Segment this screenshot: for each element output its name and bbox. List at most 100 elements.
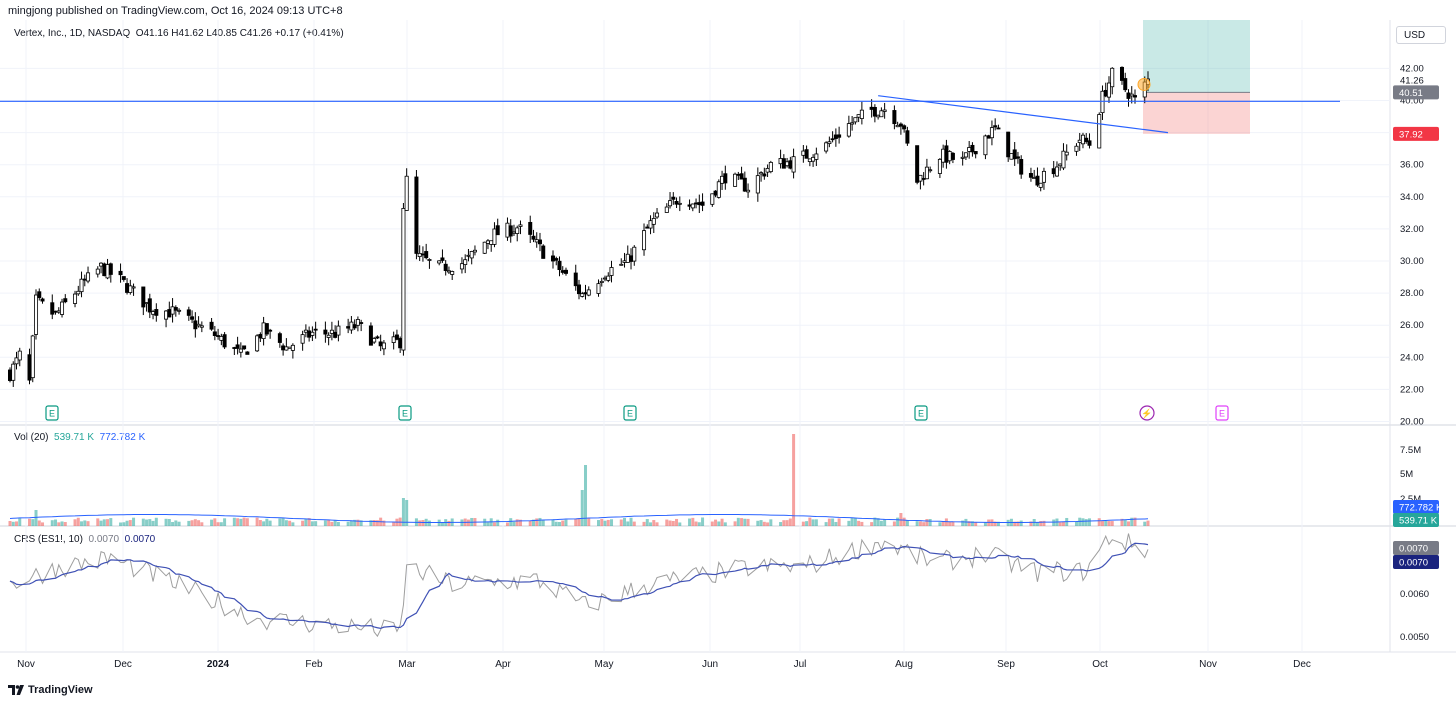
candle-body bbox=[528, 221, 533, 235]
volume-bar bbox=[951, 521, 955, 526]
candle-body bbox=[599, 280, 604, 283]
tradingview-logo[interactable]: TradingView bbox=[8, 684, 93, 696]
time-tick-label: Dec bbox=[1293, 659, 1311, 670]
candle-body bbox=[1038, 182, 1043, 188]
time-tick-label: Feb bbox=[305, 659, 323, 670]
candle-body bbox=[128, 285, 133, 293]
event-marker-label: ⚡ bbox=[1141, 408, 1152, 420]
candle-body bbox=[804, 149, 809, 159]
drawings[interactable] bbox=[0, 77, 1340, 134]
candle-body bbox=[242, 345, 247, 350]
volume-bar bbox=[281, 517, 285, 526]
candle-body bbox=[697, 202, 702, 206]
volume-bar bbox=[1133, 517, 1137, 526]
candle-body bbox=[255, 335, 260, 352]
candle-body bbox=[37, 291, 42, 298]
candle-body bbox=[222, 334, 227, 348]
volume-legend[interactable]: Vol (20) 539.71 K 772.782 K bbox=[14, 432, 145, 443]
crs-legend[interactable]: CRS (ES1!, 10) 0.0070 0.0070 bbox=[14, 534, 155, 545]
symbol-legend[interactable]: Vertex, Inc., 1D, NASDAQ O41.16 H41.62 L… bbox=[14, 28, 344, 39]
volume-bar bbox=[1100, 521, 1104, 526]
candle-body bbox=[216, 335, 221, 337]
volume-bar bbox=[349, 520, 353, 526]
volume-bar bbox=[993, 521, 997, 526]
candle-body bbox=[742, 177, 747, 192]
volume-bar bbox=[837, 518, 841, 526]
candle-body bbox=[850, 122, 855, 125]
long-position-tool[interactable] bbox=[1143, 20, 1250, 134]
volume-bar bbox=[346, 521, 350, 526]
candle-body bbox=[625, 253, 630, 263]
candle-body bbox=[56, 310, 61, 313]
candle-body bbox=[596, 283, 601, 294]
volume-bar bbox=[372, 520, 376, 526]
candle-body bbox=[937, 158, 942, 174]
volume-bar bbox=[531, 519, 535, 526]
candle-body bbox=[716, 181, 721, 198]
volume-bar bbox=[879, 520, 883, 526]
volume-bar bbox=[496, 519, 500, 526]
candle-body bbox=[537, 239, 542, 245]
candle-body bbox=[664, 206, 669, 213]
volume-bar bbox=[671, 520, 675, 526]
candle-body bbox=[811, 156, 816, 162]
crs-tick-label: 0.0060 bbox=[1400, 589, 1429, 600]
candle-body bbox=[713, 190, 718, 196]
candle-body bbox=[346, 326, 351, 329]
volume-bar bbox=[528, 520, 532, 526]
volume-bar bbox=[132, 517, 136, 526]
candle-body bbox=[404, 175, 409, 211]
candle-body bbox=[550, 255, 555, 262]
candle-body bbox=[918, 174, 923, 182]
volume-bar bbox=[788, 518, 792, 526]
volume-bar bbox=[1126, 521, 1130, 526]
volume-bar bbox=[278, 518, 282, 526]
candle-body bbox=[859, 109, 864, 119]
volume-bar bbox=[1013, 521, 1017, 526]
candle-body bbox=[147, 298, 152, 313]
volume-bar bbox=[1110, 521, 1114, 526]
candle-body bbox=[281, 345, 286, 351]
candle-body bbox=[277, 333, 282, 343]
volume-bar bbox=[642, 521, 646, 526]
symbol-line: Vertex, Inc., 1D, NASDAQ bbox=[14, 28, 131, 39]
candle-body bbox=[768, 161, 773, 173]
volume-bar bbox=[102, 519, 106, 526]
price-tick-label: 32.00 bbox=[1400, 224, 1424, 235]
candle-body bbox=[1100, 90, 1105, 114]
volume-bar bbox=[541, 520, 545, 526]
candle-body bbox=[765, 168, 770, 173]
candle-body bbox=[118, 270, 123, 276]
candle-body bbox=[121, 276, 126, 280]
volume-bar bbox=[200, 522, 204, 526]
candle-body bbox=[86, 272, 91, 282]
volume-bar bbox=[359, 520, 363, 526]
candle-body bbox=[606, 275, 611, 281]
time-tick-label: Mar bbox=[398, 659, 416, 670]
volume-bar bbox=[1143, 521, 1147, 526]
volume-bar bbox=[870, 522, 874, 526]
volume-bar bbox=[54, 519, 58, 526]
candle-body bbox=[642, 230, 647, 251]
candle-body bbox=[489, 240, 494, 245]
volume-bar bbox=[811, 519, 815, 526]
volume-tick-label: 7.5M bbox=[1400, 445, 1421, 456]
candle-body bbox=[671, 196, 676, 200]
candle-body bbox=[313, 328, 318, 331]
volume-bar bbox=[258, 520, 262, 526]
published-caption: mingjong published on TradingView.com, O… bbox=[8, 5, 343, 17]
currency-button[interactable]: USD bbox=[1396, 26, 1446, 44]
candle-body bbox=[381, 342, 386, 350]
candle-body bbox=[505, 222, 510, 238]
candle-body bbox=[941, 148, 946, 163]
volume-bar bbox=[948, 521, 952, 526]
candle-body bbox=[827, 141, 832, 144]
candle-body bbox=[300, 334, 305, 344]
price-tick-label: 42.00 bbox=[1400, 63, 1424, 74]
candle-body bbox=[986, 135, 991, 139]
event-markers[interactable]: E E E E ⚡ E bbox=[45, 405, 1229, 421]
candle-body bbox=[125, 283, 130, 293]
candle-body bbox=[973, 151, 978, 155]
candle-body bbox=[622, 260, 627, 263]
